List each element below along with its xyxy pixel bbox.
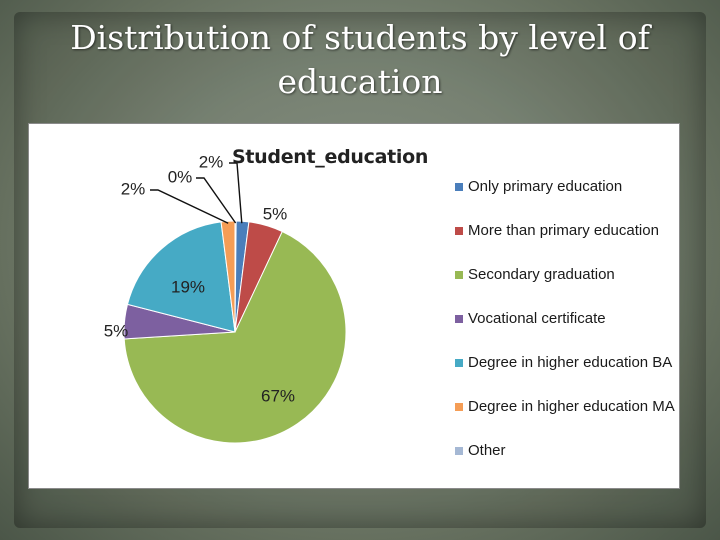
legend-item-degree-ba: Degree in higher education BA — [455, 352, 677, 396]
legend-label: Vocational certificate — [468, 310, 606, 327]
chart-title: Student_education — [232, 146, 429, 168]
legend-label: Secondary graduation — [468, 266, 615, 283]
legend-item-degree-ma: Degree in higher education MA — [455, 396, 677, 440]
legend-item-other: Other — [455, 440, 677, 462]
legend-swatch — [455, 271, 463, 279]
legend-item-more-than-primary: More than primary education — [455, 220, 677, 264]
legend-label: Degree in higher education BA — [468, 354, 673, 371]
legend-label: More than primary education — [468, 222, 659, 239]
leader-line — [150, 189, 229, 224]
data-label: 2% — [121, 179, 146, 198]
leader-line — [229, 162, 243, 224]
leader-line — [196, 177, 237, 224]
legend-item-vocational: Vocational certificate — [455, 308, 677, 352]
legend-label: Only primary education — [468, 178, 623, 195]
slide-title-line-1: Distribution of students by level of — [70, 18, 650, 57]
legend-item-secondary: Secondary graduation — [455, 264, 677, 308]
pie-slices — [123, 220, 347, 444]
legend-swatch — [455, 315, 463, 323]
legend-swatch — [455, 183, 463, 191]
slice-degree-ba — [126, 221, 236, 333]
slide-title-line-2: education — [277, 62, 443, 101]
data-labels: 2% 5% 67% 5% 19% 2% 0% — [104, 152, 295, 405]
legend-swatch — [455, 447, 463, 455]
data-label: 67% — [261, 386, 295, 405]
leader-lines — [150, 162, 243, 224]
data-label: 2% — [199, 152, 224, 171]
data-label: 0% — [168, 167, 193, 186]
legend-item-only-primary: Only primary education — [455, 176, 677, 220]
data-label: 19% — [171, 277, 205, 296]
legend-swatch — [455, 227, 463, 235]
legend-label: Degree in higher education MA — [468, 398, 675, 415]
legend-swatch — [455, 403, 463, 411]
slice-secondary — [123, 230, 347, 444]
chart-legend: Only primary education More than primary… — [455, 176, 677, 462]
slide-title: Distribution of students by level of edu… — [0, 16, 720, 104]
legend-swatch — [455, 359, 463, 367]
data-label: 5% — [263, 204, 288, 223]
legend-label: Other — [468, 442, 506, 459]
data-label: 5% — [104, 321, 129, 340]
